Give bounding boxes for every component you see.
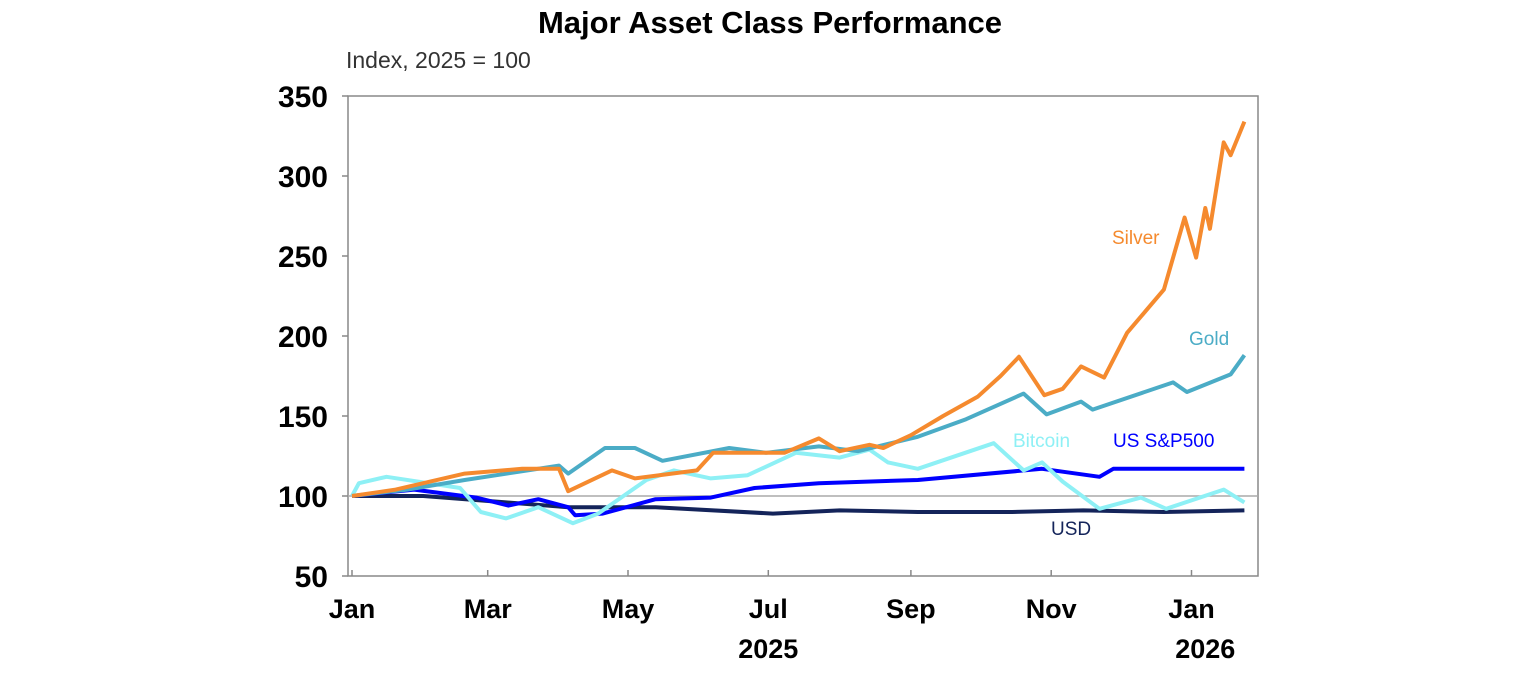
chart-subtitle: Index, 2025 = 100 <box>346 47 531 73</box>
series-lines <box>350 120 1247 526</box>
x-tick-label: May <box>602 594 655 624</box>
series-line-gold <box>351 354 1247 498</box>
y-tick-label: 350 <box>278 81 328 114</box>
series-line-us-s-p500 <box>351 466 1245 518</box>
series-line-bitcoin <box>350 441 1246 526</box>
x-year-label: 2025 <box>738 634 798 664</box>
x-tick-label: Sep <box>886 594 936 624</box>
x-tick-label: Nov <box>1026 594 1077 624</box>
series-label-silver: Silver <box>1112 228 1160 249</box>
series-label-gold: Gold <box>1189 329 1229 350</box>
series-label-sp500: US S&P500 <box>1113 431 1214 452</box>
x-tick-label: Jul <box>749 594 788 624</box>
axes: 50 100 150 200 250 300 350 Jan Mar May Jul Sep Nov Ja… <box>278 81 1259 664</box>
y-tick-label: 200 <box>278 321 328 354</box>
y-tick-label: 150 <box>278 401 328 434</box>
x-tick-label: Mar <box>464 594 513 624</box>
x-tick-label: Jan <box>329 594 376 624</box>
series-label-bitcoin: Bitcoin <box>1013 431 1070 452</box>
series-label-usd: USD <box>1051 519 1091 540</box>
y-tick-label: 300 <box>278 161 328 194</box>
y-tick-label: 100 <box>278 481 328 514</box>
y-tick-label: 250 <box>278 241 328 274</box>
y-tick-label: 50 <box>295 561 328 594</box>
x-tick-label: Jan <box>1168 594 1215 624</box>
chart-title: Major Asset Class Performance <box>538 5 1002 40</box>
x-year-label: 2026 <box>1175 634 1235 664</box>
series-line-silver <box>351 120 1247 498</box>
